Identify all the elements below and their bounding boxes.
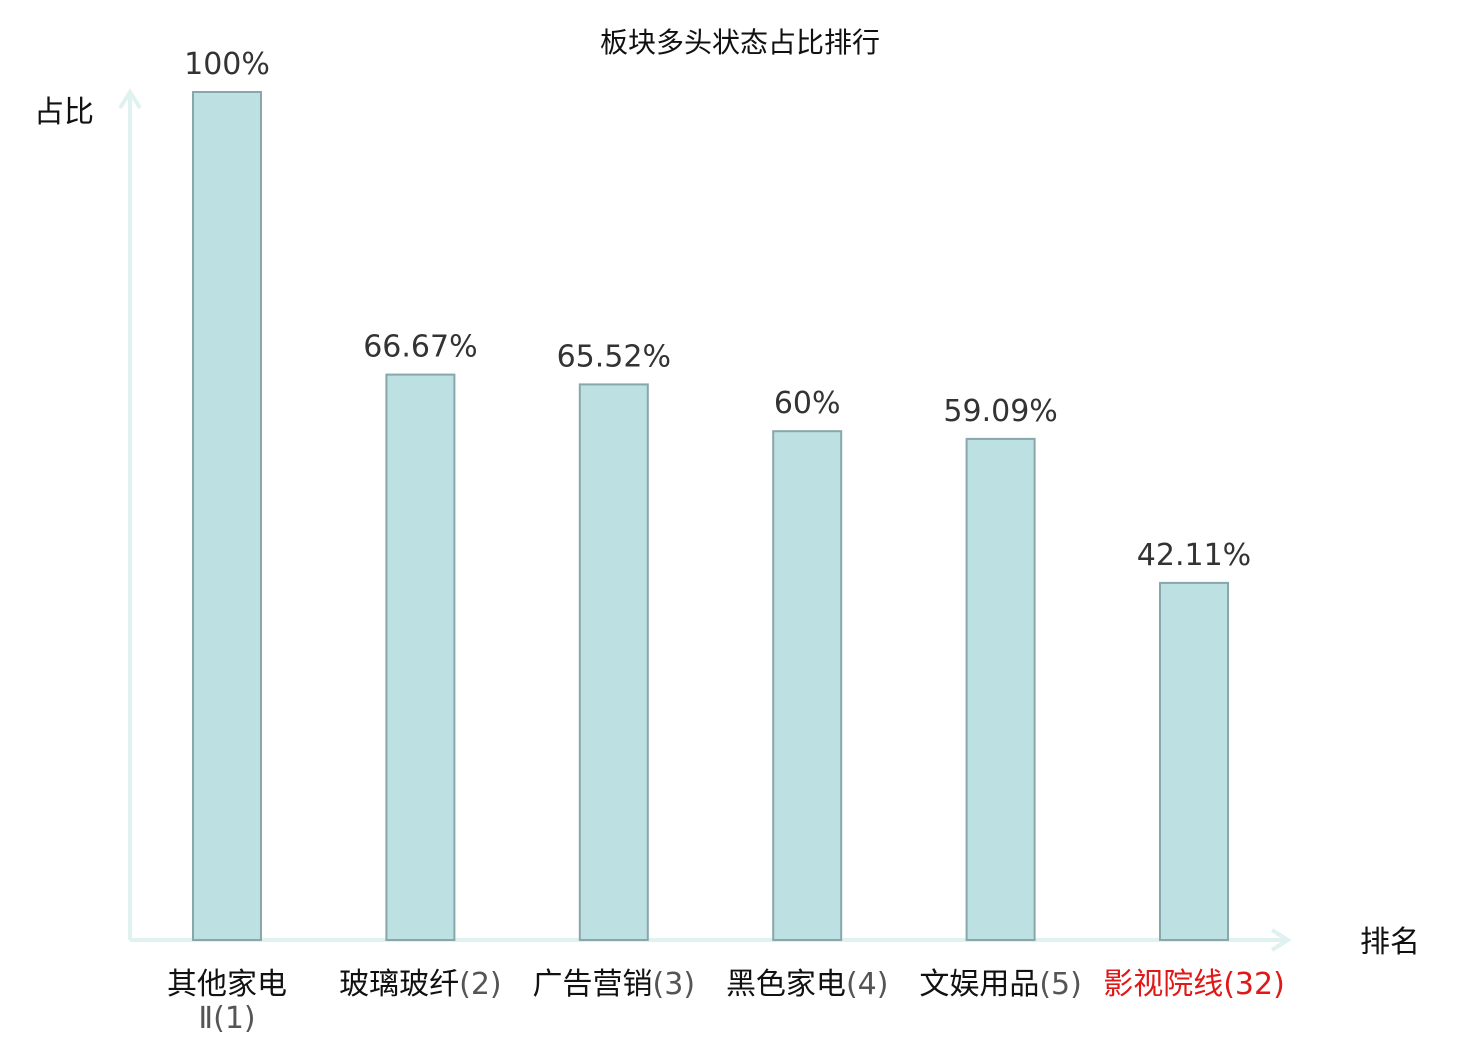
category-rank-2: (2) [459, 967, 502, 1002]
category-rank-5: (5) [1039, 967, 1082, 1002]
category-name-4: 黑色家电 [726, 967, 846, 1002]
category-name-5: 文娱用品 [919, 967, 1039, 1002]
category-label-4: 黑色家电(4) [726, 967, 889, 1002]
bar-3 [578, 383, 649, 941]
value-label-3: 65.52% [557, 339, 671, 374]
bars-layer [192, 91, 1229, 942]
x-axis-arrow-icon [1270, 928, 1292, 952]
category-label-1: 其他家电 Ⅱ(1) [167, 967, 287, 1036]
category-rank-1: (1) [213, 1001, 256, 1036]
chart-title: 板块多头状态占比排行 [600, 26, 880, 59]
category-rank-3: (3) [653, 967, 696, 1002]
value-label-2: 66.67% [363, 330, 477, 365]
x-axis-label: 排名 [1360, 925, 1420, 960]
bar-6 [1159, 581, 1229, 942]
bar-4 [772, 430, 843, 941]
y-axis-arrow-icon [118, 88, 142, 110]
value-labels-layer: 100% 66.67% 65.52% 60% 59.09% 42.11% [184, 47, 1251, 573]
category-name-1-line2: Ⅱ(1) [198, 1001, 255, 1036]
category-name-2: 玻璃玻纤 [339, 967, 459, 1002]
category-label-6: 影视院线(32) [1103, 967, 1285, 1002]
value-label-4: 60% [774, 386, 841, 421]
category-name-suffix-1: Ⅱ [198, 1001, 213, 1036]
bar-1 [192, 91, 262, 941]
value-label-5: 59.09% [943, 394, 1057, 429]
category-label-3: 广告营销(3) [533, 967, 696, 1002]
category-name-1-line1: 其他家电 [167, 967, 287, 1002]
category-name-3: 广告营销 [533, 967, 653, 1002]
category-name-6: 影视院线 [1103, 967, 1223, 1002]
bar-5 [965, 437, 1036, 941]
category-label-2: 玻璃玻纤(2) [339, 967, 502, 1002]
category-rank-4: (4) [846, 967, 889, 1002]
category-label-5: 文娱用品(5) [919, 967, 1082, 1002]
value-label-6: 42.11% [1137, 538, 1251, 573]
category-labels-layer: 其他家电 Ⅱ(1) 玻璃玻纤(2) 广告营销(3) 黑色家电(4) 文娱用品(5) 影视院线… [167, 967, 1285, 1036]
bar-2 [385, 373, 456, 942]
value-label-1: 100% [184, 47, 270, 82]
category-rank-6: (32) [1223, 967, 1285, 1002]
y-axis-label: 占比 [34, 95, 94, 130]
